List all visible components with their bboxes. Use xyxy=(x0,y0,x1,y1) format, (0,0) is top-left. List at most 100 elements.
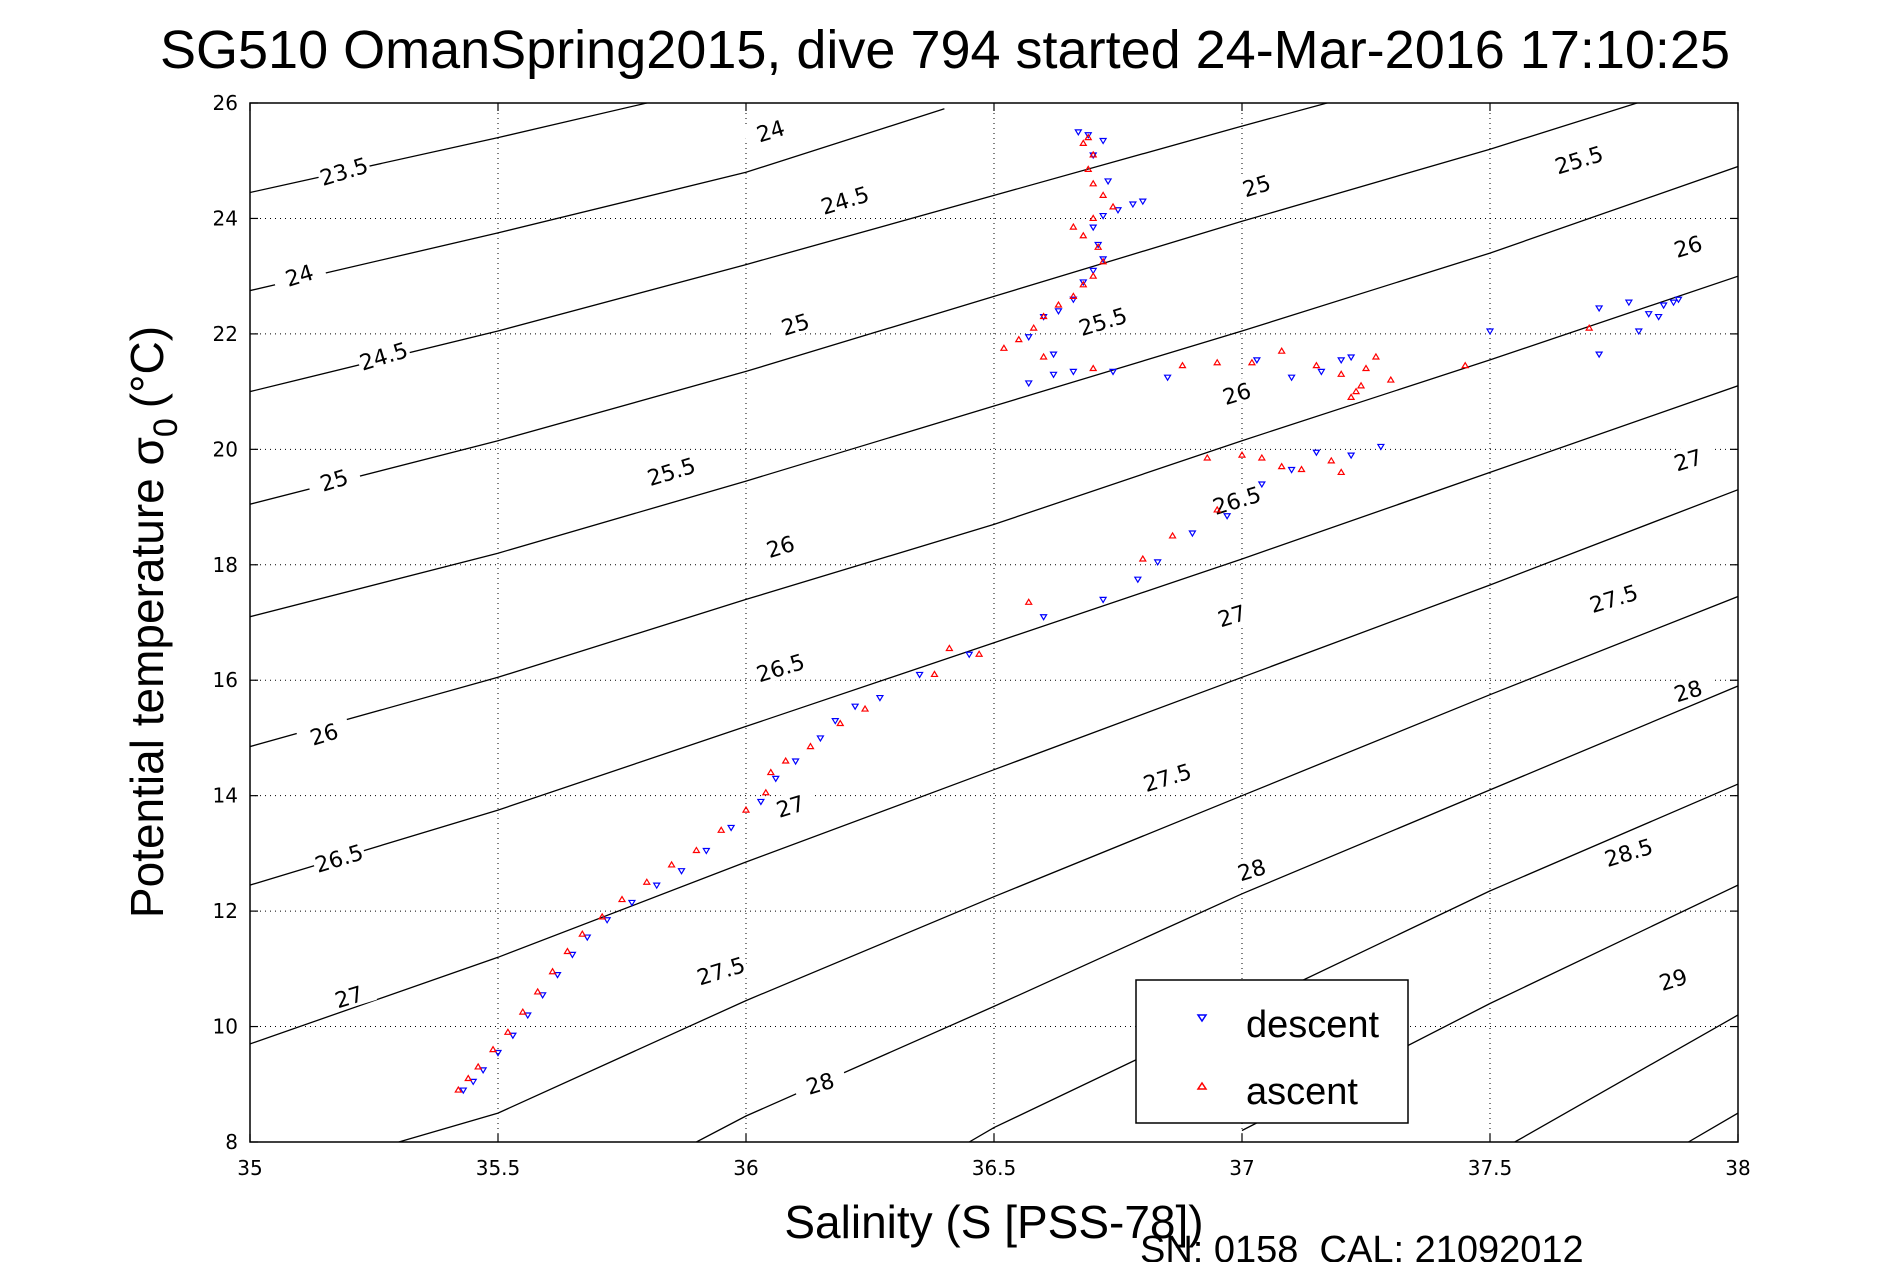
ascent-point xyxy=(1337,468,1346,476)
ascent-point xyxy=(518,1007,527,1015)
x-tick-label: 36.5 xyxy=(972,1156,1017,1180)
descent-point xyxy=(1089,224,1098,232)
descent-point xyxy=(493,1049,503,1057)
descent-point xyxy=(1376,443,1385,451)
ascent-point xyxy=(1089,179,1098,187)
descent-point xyxy=(1024,334,1033,341)
descent-point xyxy=(756,798,765,806)
ascent-point xyxy=(1089,214,1098,222)
contour-label-bg xyxy=(1074,301,1131,340)
ascent-point xyxy=(1014,335,1023,343)
ascent-point xyxy=(1213,505,1222,513)
ascent-point xyxy=(836,719,845,727)
legend-box xyxy=(1135,979,1409,1124)
contour-label-bg xyxy=(295,714,353,753)
descent-point xyxy=(1624,299,1633,307)
ascent-point xyxy=(1054,300,1063,308)
descent-point xyxy=(1069,296,1078,304)
ascent-point xyxy=(1337,370,1346,377)
contour-label-bg xyxy=(354,335,412,375)
descent-point xyxy=(1634,328,1643,336)
descent-point xyxy=(1099,212,1108,220)
descent-point xyxy=(553,972,562,979)
descent-point xyxy=(1252,357,1261,365)
y-tick-label: 20 xyxy=(213,437,238,461)
ascent-point xyxy=(1079,280,1088,288)
descent-point xyxy=(831,718,840,725)
descent-point xyxy=(1312,449,1321,457)
descent-point xyxy=(523,1012,532,1020)
ascent-point xyxy=(1213,358,1222,366)
density-contour-line xyxy=(250,103,1640,505)
descent-point xyxy=(1104,178,1113,186)
contour-label-bg xyxy=(741,110,799,150)
descent-point xyxy=(627,899,636,907)
contour-label: 26.5 xyxy=(1210,483,1264,521)
contour-label-bg xyxy=(315,151,373,190)
y-tick-label: 10 xyxy=(213,1015,238,1039)
data-points xyxy=(454,129,1683,1095)
ascent-point xyxy=(1099,257,1108,265)
ascent-point xyxy=(1203,453,1212,461)
ascent-point xyxy=(1099,191,1108,198)
ascent-point xyxy=(1277,347,1286,354)
descent-point xyxy=(1094,241,1103,249)
ascent-point xyxy=(1356,381,1366,389)
y-tick-label: 26 xyxy=(213,91,238,115)
ascent-point xyxy=(598,912,607,920)
y-tick-label: 12 xyxy=(213,899,238,923)
ascent-point xyxy=(533,987,542,995)
contour-label-bg xyxy=(1644,959,1702,998)
y-tick-label: 16 xyxy=(213,668,238,692)
density-contour-line xyxy=(398,595,1738,1142)
descent-point xyxy=(771,775,780,783)
grid xyxy=(250,103,1738,1142)
ascent-point xyxy=(578,930,587,937)
descent-point xyxy=(727,824,736,832)
ascent-point xyxy=(1089,150,1098,158)
contour-label-bg xyxy=(1599,832,1657,871)
ascent-point xyxy=(464,1074,473,1082)
descent-point xyxy=(1133,576,1142,584)
ascent-point xyxy=(1108,202,1118,210)
legend: descent ascent xyxy=(1135,979,1409,1124)
descent-point xyxy=(1084,132,1093,139)
descent-point xyxy=(965,651,974,659)
ascent-point xyxy=(1089,364,1098,372)
descent-point xyxy=(1595,305,1604,313)
ascent-point xyxy=(1237,450,1247,458)
descent-point xyxy=(1153,559,1162,567)
descent-point xyxy=(875,694,884,702)
y-tick-label: 24 xyxy=(213,206,238,230)
contour-label: 25.5 xyxy=(1552,142,1606,180)
density-contour-line xyxy=(250,489,1738,1045)
descent-point xyxy=(1049,371,1058,379)
contour-label-bg xyxy=(1585,578,1642,617)
ascent-point xyxy=(945,644,954,652)
descent-point xyxy=(1287,466,1296,474)
density-contour-line xyxy=(1514,1014,1738,1142)
x-axis-label: Salinity (S [PSS-78]) xyxy=(784,1196,1203,1248)
descent-point xyxy=(791,758,800,766)
ascent-point xyxy=(1247,358,1256,366)
ascent-point xyxy=(642,878,651,885)
descent-point xyxy=(479,1067,488,1075)
descent-point xyxy=(1485,328,1495,336)
density-contours xyxy=(250,103,1738,1142)
descent-point xyxy=(583,934,592,942)
ascent-point xyxy=(781,756,790,764)
contour-label: 25.5 xyxy=(1076,304,1130,342)
contour-label: 23.5 xyxy=(317,154,371,192)
ascent-point xyxy=(860,704,870,712)
descent-point xyxy=(1287,374,1296,382)
density-contour-labels: 23.5242424.524.525252525.525.525.5262626… xyxy=(270,110,1717,1102)
ascent-point xyxy=(1079,231,1088,239)
ascent-point xyxy=(1347,393,1356,400)
contour-label-bg xyxy=(751,526,809,565)
contour-label-bg xyxy=(270,255,328,294)
axis-ticks: 35 35.5 36 36.5 37 37.5 38 8 10 12 14 16 18 20 22 24 26 xyxy=(213,91,1751,1180)
ascent-point xyxy=(1024,598,1033,605)
descent-point xyxy=(1138,198,1147,206)
descent-point xyxy=(1674,296,1683,304)
